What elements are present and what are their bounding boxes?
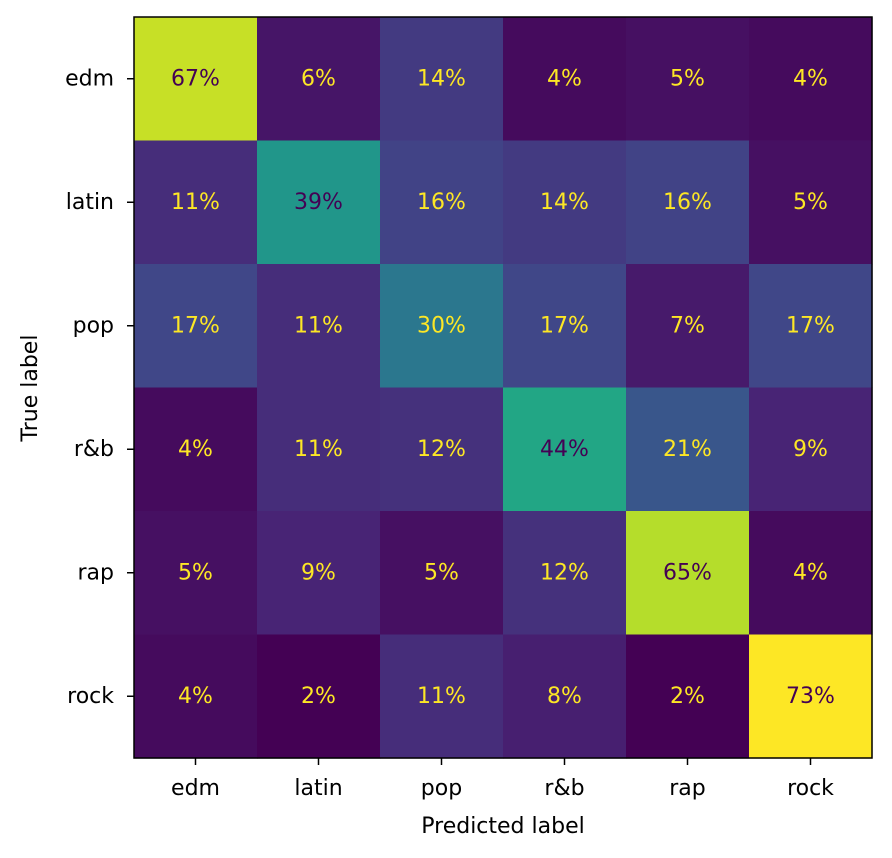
cell-value-label: 7% bbox=[670, 313, 705, 338]
heatmap-cell bbox=[503, 511, 627, 636]
x-tick-label: r&b bbox=[544, 776, 584, 801]
cell-value-label: 30% bbox=[417, 313, 466, 338]
y-axis-ticks: edm latin pop r&b rap rock bbox=[65, 66, 134, 709]
cell-value-label: 5% bbox=[424, 560, 459, 585]
heatmap-cell bbox=[749, 140, 873, 265]
cell-value-label: 14% bbox=[417, 66, 466, 91]
cell-value-label: 8% bbox=[547, 684, 582, 709]
heatmap-cell bbox=[749, 387, 873, 512]
heatmap-cell bbox=[749, 17, 873, 142]
x-tick-label: edm bbox=[171, 776, 220, 801]
y-tick-label: rap bbox=[78, 560, 115, 585]
cell-value-label: 17% bbox=[540, 313, 589, 338]
cell-value-label: 4% bbox=[178, 437, 213, 462]
y-tick-label: pop bbox=[73, 313, 114, 338]
cell-value-label: 4% bbox=[547, 66, 582, 91]
x-tick-label: latin bbox=[294, 776, 342, 801]
heatmap-cell bbox=[503, 634, 627, 759]
cell-value-label: 4% bbox=[178, 684, 213, 709]
cell-value-label: 11% bbox=[171, 190, 220, 215]
x-axis-ticks: edm latin pop r&b rap rock bbox=[171, 758, 834, 801]
cell-value-label: 2% bbox=[301, 684, 336, 709]
heatmap-cell bbox=[380, 387, 504, 512]
cell-value-label: 17% bbox=[786, 313, 835, 338]
heatmap-cells bbox=[134, 17, 873, 759]
x-tick-label: rap bbox=[669, 776, 706, 801]
heatmap-cell bbox=[626, 634, 750, 759]
heatmap-cell bbox=[503, 387, 627, 512]
heatmap-cell bbox=[626, 140, 750, 265]
heatmap-cell bbox=[503, 140, 627, 265]
y-tick-label: rock bbox=[67, 684, 114, 709]
heatmap-cell bbox=[380, 511, 504, 636]
heatmap-cell bbox=[134, 140, 258, 265]
heatmap-cell bbox=[749, 511, 873, 636]
heatmap-cell bbox=[626, 511, 750, 636]
heatmap-cell bbox=[257, 264, 381, 389]
cell-value-label: 11% bbox=[294, 313, 343, 338]
heatmap-cell bbox=[626, 264, 750, 389]
heatmap-cell bbox=[626, 387, 750, 512]
heatmap-cell bbox=[134, 264, 258, 389]
heatmap-cell bbox=[380, 264, 504, 389]
cell-value-label: 21% bbox=[663, 437, 712, 462]
heatmap-cell bbox=[380, 634, 504, 759]
y-tick-label: latin bbox=[66, 190, 114, 215]
heatmap-cell bbox=[257, 140, 381, 265]
x-tick-label: pop bbox=[421, 776, 462, 801]
cell-value-label: 67% bbox=[171, 66, 220, 91]
heatmap-cell bbox=[257, 387, 381, 512]
cell-value-label: 12% bbox=[540, 560, 589, 585]
cell-value-label: 16% bbox=[417, 190, 466, 215]
cell-value-label: 6% bbox=[301, 66, 336, 91]
cell-value-label: 14% bbox=[540, 190, 589, 215]
y-tick-label: edm bbox=[65, 66, 114, 91]
heatmap-cell-labels: 67% 6% 14% 4% 5% 4% 11% 39% 16% 14% 16% 5% 17% 11% 30%… bbox=[171, 66, 835, 709]
heatmap-cell bbox=[134, 387, 258, 512]
plot-frame bbox=[133, 16, 873, 759]
heatmap-cell bbox=[257, 511, 381, 636]
cell-value-label: 73% bbox=[786, 684, 835, 709]
cell-value-label: 11% bbox=[417, 684, 466, 709]
heatmap-cell bbox=[257, 634, 381, 759]
heatmap-cell bbox=[380, 140, 504, 265]
cell-value-label: 65% bbox=[663, 560, 712, 585]
heatmap-cell bbox=[380, 17, 504, 142]
cell-value-label: 4% bbox=[793, 560, 828, 585]
heatmap-cell bbox=[749, 264, 873, 389]
cell-value-label: 5% bbox=[178, 560, 213, 585]
cell-value-label: 12% bbox=[417, 437, 466, 462]
heatmap-cell bbox=[626, 17, 750, 142]
cell-value-label: 44% bbox=[540, 437, 589, 462]
cell-value-label: 17% bbox=[171, 313, 220, 338]
cell-value-label: 2% bbox=[670, 684, 705, 709]
cell-value-label: 16% bbox=[663, 190, 712, 215]
y-axis-label: True label bbox=[18, 335, 43, 443]
heatmap-cell bbox=[134, 17, 258, 142]
heatmap-cell bbox=[134, 634, 258, 759]
cell-value-label: 9% bbox=[301, 560, 336, 585]
heatmap-cell bbox=[257, 17, 381, 142]
cell-value-label: 9% bbox=[793, 437, 828, 462]
cell-value-label: 4% bbox=[793, 66, 828, 91]
heatmap-cell bbox=[134, 511, 258, 636]
cell-value-label: 5% bbox=[793, 190, 828, 215]
x-axis-label: Predicted label bbox=[421, 814, 584, 839]
heatmap-cell bbox=[749, 634, 873, 759]
cell-value-label: 5% bbox=[670, 66, 705, 91]
heatmap-cell bbox=[503, 17, 627, 142]
y-tick-label: r&b bbox=[74, 437, 114, 462]
heatmap-cell bbox=[503, 264, 627, 389]
x-tick-label: rock bbox=[787, 776, 834, 801]
cell-value-label: 39% bbox=[294, 190, 343, 215]
cell-value-label: 11% bbox=[294, 437, 343, 462]
